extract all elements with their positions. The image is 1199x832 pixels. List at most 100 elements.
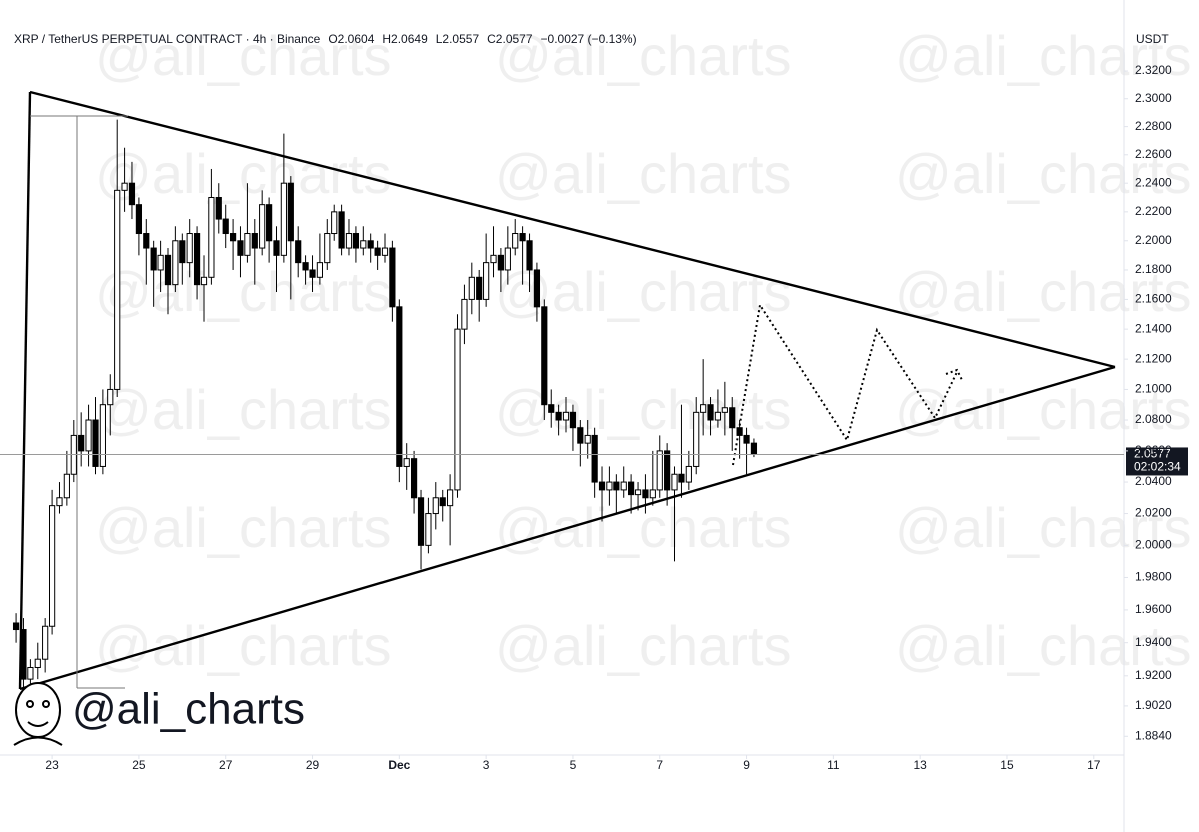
candle-body [251, 233, 258, 249]
candle-body [208, 196, 215, 278]
watermark: @ali_charts [495, 24, 792, 87]
candle-body [750, 442, 758, 455]
candle-body [562, 411, 570, 421]
y-tick-label: 1.9800 [1135, 570, 1172, 584]
candle-body [266, 204, 273, 242]
y-tick-label: 2.2000 [1135, 233, 1172, 247]
candle-body [164, 254, 172, 286]
x-tick-label: 13 [913, 758, 927, 772]
watermark: @ali_charts [895, 260, 1192, 323]
measure-tool [30, 115, 128, 689]
candle-body [628, 481, 635, 496]
candle-body [92, 419, 99, 467]
y-tick-label: 2.0800 [1135, 412, 1172, 426]
candle-body [316, 262, 324, 278]
candle-body [729, 407, 736, 429]
upper-trendline [29, 90, 1116, 369]
candle-body [193, 233, 201, 286]
candle-body [56, 497, 63, 507]
candle-body [714, 411, 722, 421]
candle-body [541, 306, 548, 406]
candle-body [693, 411, 700, 467]
candle-body [200, 276, 208, 286]
lower-trendline [19, 365, 1116, 691]
candle-body [128, 182, 136, 206]
candle-body [389, 247, 396, 308]
candle-body [613, 481, 620, 491]
candle-body [150, 247, 157, 271]
candle-body [606, 481, 613, 491]
watermarks: @ali_charts @ali_charts @ali_charts @ali_ch… [95, 24, 1192, 677]
candle-body [432, 497, 439, 515]
candle-body [49, 505, 56, 627]
candle-body [678, 473, 685, 483]
x-tick-label: 5 [570, 758, 577, 772]
x-tick-label: 25 [132, 758, 146, 772]
candle-body [497, 254, 504, 271]
close: C2.0577 [487, 32, 533, 46]
candle-body [664, 450, 671, 491]
y-tick-label: 2.2400 [1135, 175, 1172, 189]
watermark: @ali_charts [95, 24, 392, 87]
candle-body [685, 465, 692, 483]
candle-body [736, 427, 743, 436]
y-tick-label: 2.0600 [1135, 443, 1172, 457]
logo [13, 682, 63, 746]
y-tick-label: 2.2800 [1135, 119, 1172, 133]
y-tick-label: 2.3200 [1135, 63, 1172, 77]
candle-body [237, 240, 244, 256]
y-tick-label: 2.1600 [1135, 292, 1172, 306]
candle-body [287, 182, 294, 242]
candle-body [186, 233, 193, 264]
candle-body [533, 269, 541, 308]
x-tick-label: 7 [656, 758, 663, 772]
candle-body [454, 328, 461, 491]
candle-body [345, 233, 353, 249]
candle-body [367, 240, 374, 249]
y-tick-label: 2.0200 [1135, 506, 1172, 520]
candle-body [121, 182, 128, 191]
candle-body [63, 473, 70, 499]
candle-body [512, 233, 519, 249]
candle-body [324, 233, 331, 264]
open: O2.0604 [328, 32, 374, 46]
candle-body [403, 458, 410, 467]
candle-body [519, 233, 526, 242]
candle-body [468, 276, 475, 300]
candle-body [548, 404, 555, 413]
candle-body [410, 458, 418, 499]
y-tick-label: 2.3000 [1135, 91, 1172, 105]
candle-body [114, 189, 121, 390]
candle-body [34, 658, 41, 668]
high: H2.0649 [382, 32, 428, 46]
candle-body [331, 211, 338, 235]
x-tick-label: 23 [45, 758, 59, 772]
candle-body [634, 489, 642, 496]
candle-body [526, 240, 533, 271]
change: −0.0027 (−0.13%) [541, 32, 637, 46]
candle-body [12, 622, 20, 631]
candle-body [656, 450, 663, 491]
x-tick-label: Dec [388, 758, 410, 772]
y-tick-label: 1.9400 [1135, 635, 1172, 649]
symbol: XRP / TetherUS PERPETUAL CONTRACT · 4h ·… [14, 32, 321, 46]
candle-body [555, 411, 562, 421]
candle-body [598, 481, 606, 491]
y-tick-label: 1.8840 [1135, 728, 1172, 742]
triangle-base [18, 91, 32, 690]
y-tick-label: 2.2200 [1135, 204, 1172, 218]
candle-body [273, 240, 280, 256]
y-tick-label: 2.1800 [1135, 262, 1172, 276]
candle-body [302, 262, 309, 271]
candle-body [20, 629, 27, 680]
y-tick-label: 2.2600 [1135, 147, 1172, 161]
candle-body [490, 254, 497, 264]
candle-body [743, 434, 750, 444]
currency: USDT [1136, 32, 1169, 46]
y-tick-label: 1.9600 [1135, 602, 1172, 616]
watermark-signature: @ali_charts [72, 685, 305, 734]
candle-body [143, 233, 150, 249]
